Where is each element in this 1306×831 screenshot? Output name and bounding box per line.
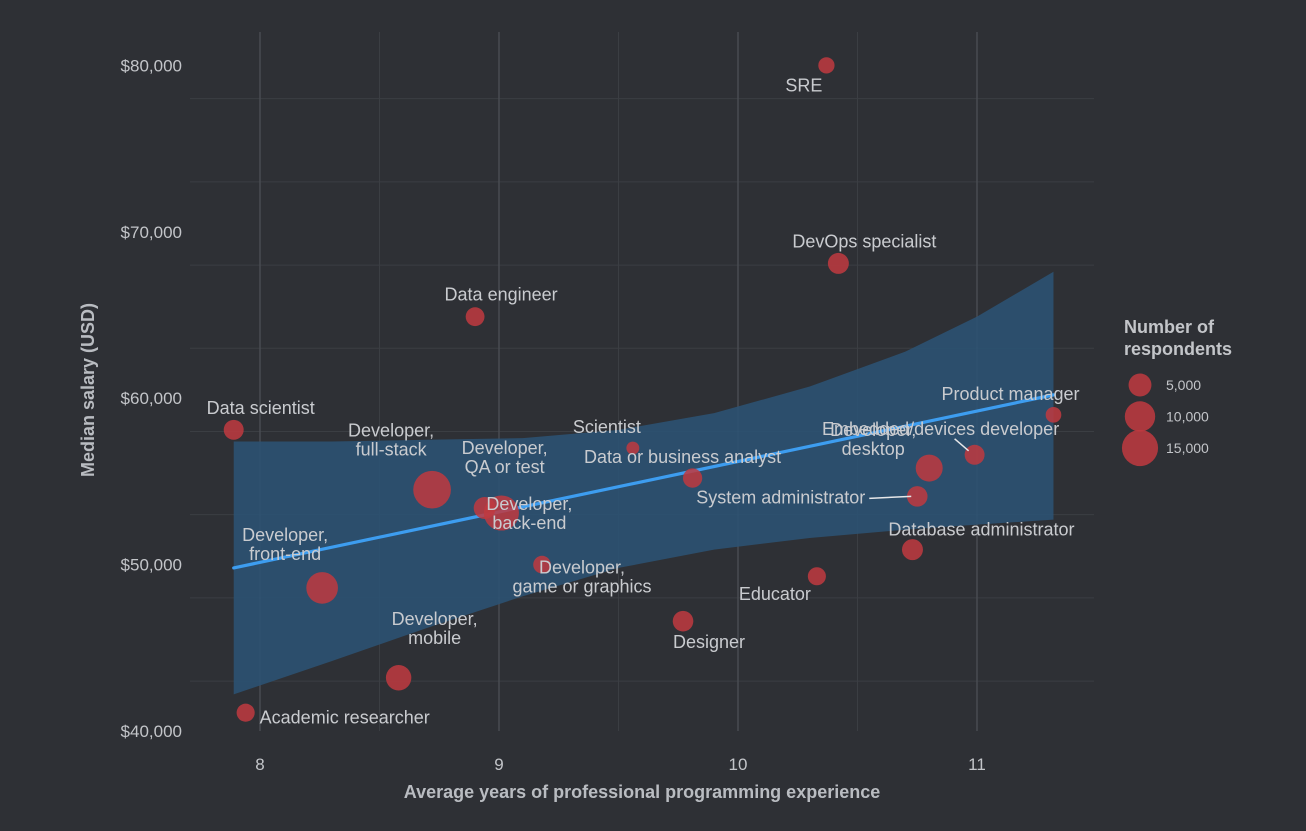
legend-label: 10,000: [1166, 409, 1209, 425]
confidence-band-layer: [233, 271, 1054, 695]
points-layer: [223, 57, 1062, 722]
point-label: Educator: [739, 584, 811, 604]
point-label: Product manager: [941, 384, 1079, 404]
point-label: Embedded/devices developer: [822, 419, 1059, 439]
point-label: Developer,: [830, 420, 916, 440]
point-data-scientist: [223, 419, 244, 440]
point-embedded-devices-developer: [964, 444, 985, 465]
point-label: mobile: [408, 628, 461, 648]
point-product-manager: [1045, 407, 1062, 423]
point-label: Scientist: [573, 417, 641, 437]
point-label: Developer,: [242, 525, 328, 545]
label-leader: [869, 495, 912, 500]
point-developer-back-end: [483, 495, 519, 531]
y-axis-title: Median salary (USD): [78, 303, 98, 477]
legend-swatch: [1128, 373, 1152, 397]
point-label: Academic researcher: [260, 708, 430, 728]
point-system-administrator: [906, 486, 928, 507]
legend-label: 15,000: [1166, 440, 1209, 456]
x-axis-title: Average years of professional programmin…: [404, 782, 881, 802]
point-label: SRE: [785, 75, 822, 95]
point-developer-game-or-graphics: [533, 555, 551, 574]
point-academic-researcher: [236, 703, 255, 722]
y-tick-label: $80,000: [121, 56, 182, 75]
legend-swatch: [1124, 401, 1156, 432]
x-tick-label: 9: [494, 755, 503, 774]
point-sre: [818, 57, 835, 74]
point-label: back-end: [492, 513, 566, 533]
point-devops-specialist: [827, 252, 849, 274]
point-label: DevOps specialist: [792, 231, 936, 251]
point-label: Data scientist: [207, 398, 315, 418]
point-label: Data engineer: [445, 285, 558, 305]
point-developer-mobile: [385, 665, 412, 691]
x-tick-label: 11: [968, 755, 986, 774]
point-label: game or graphics: [512, 577, 651, 597]
point-labels-layer: SRE DevOps specialist Data engineer Data sc…: [207, 75, 1080, 727]
y-tick-label: $60,000: [121, 389, 182, 408]
point-developer-front-end: [306, 572, 338, 604]
point-label: Database administrator: [888, 520, 1074, 540]
legend-label: 5,000: [1166, 377, 1201, 393]
point-data-or-business-analyst: [682, 468, 703, 488]
point-label: Developer,: [392, 609, 478, 629]
legend-title: respondents: [1124, 339, 1232, 359]
point-database-administrator: [901, 539, 923, 561]
x-tick-label: 10: [729, 755, 748, 774]
y-tick-label: $40,000: [121, 722, 182, 741]
point-label: full-stack: [356, 440, 428, 460]
confidence-band: [233, 271, 1054, 695]
point-designer: [672, 610, 694, 632]
legend-swatch: [1121, 429, 1159, 467]
y-tick-label: $70,000: [121, 223, 182, 242]
x-tick-label: 8: [255, 755, 264, 774]
point-label: front-end: [249, 544, 321, 564]
point-label: QA or test: [465, 457, 545, 477]
point-label: Designer: [673, 632, 745, 652]
trend-line: [232, 393, 1056, 570]
point-scientist: [626, 441, 640, 455]
point-label: desktop: [842, 439, 905, 459]
x-axis-ticks: 8 9 10 11: [255, 755, 986, 774]
y-axis-ticks: $40,000 $50,000 $60,000 $70,000 $80,000: [121, 56, 182, 741]
point-developer-full-stack: [413, 470, 451, 509]
point-data-engineer: [465, 307, 485, 327]
y-tick-label: $50,000: [121, 556, 182, 575]
point-developer-desktop: [915, 454, 943, 482]
point-label: Developer,: [539, 558, 625, 578]
trend-line-layer: [232, 393, 1056, 570]
label-leader: [954, 438, 970, 452]
point-label: Developer,: [348, 421, 434, 441]
point-label: Developer,: [462, 438, 548, 458]
point-label: Data or business analyst: [584, 447, 781, 467]
point-label: Developer,: [486, 494, 572, 514]
point-educator: [807, 567, 826, 586]
point-label: System administrator: [696, 487, 865, 507]
legend-title: Number of: [1124, 317, 1215, 337]
